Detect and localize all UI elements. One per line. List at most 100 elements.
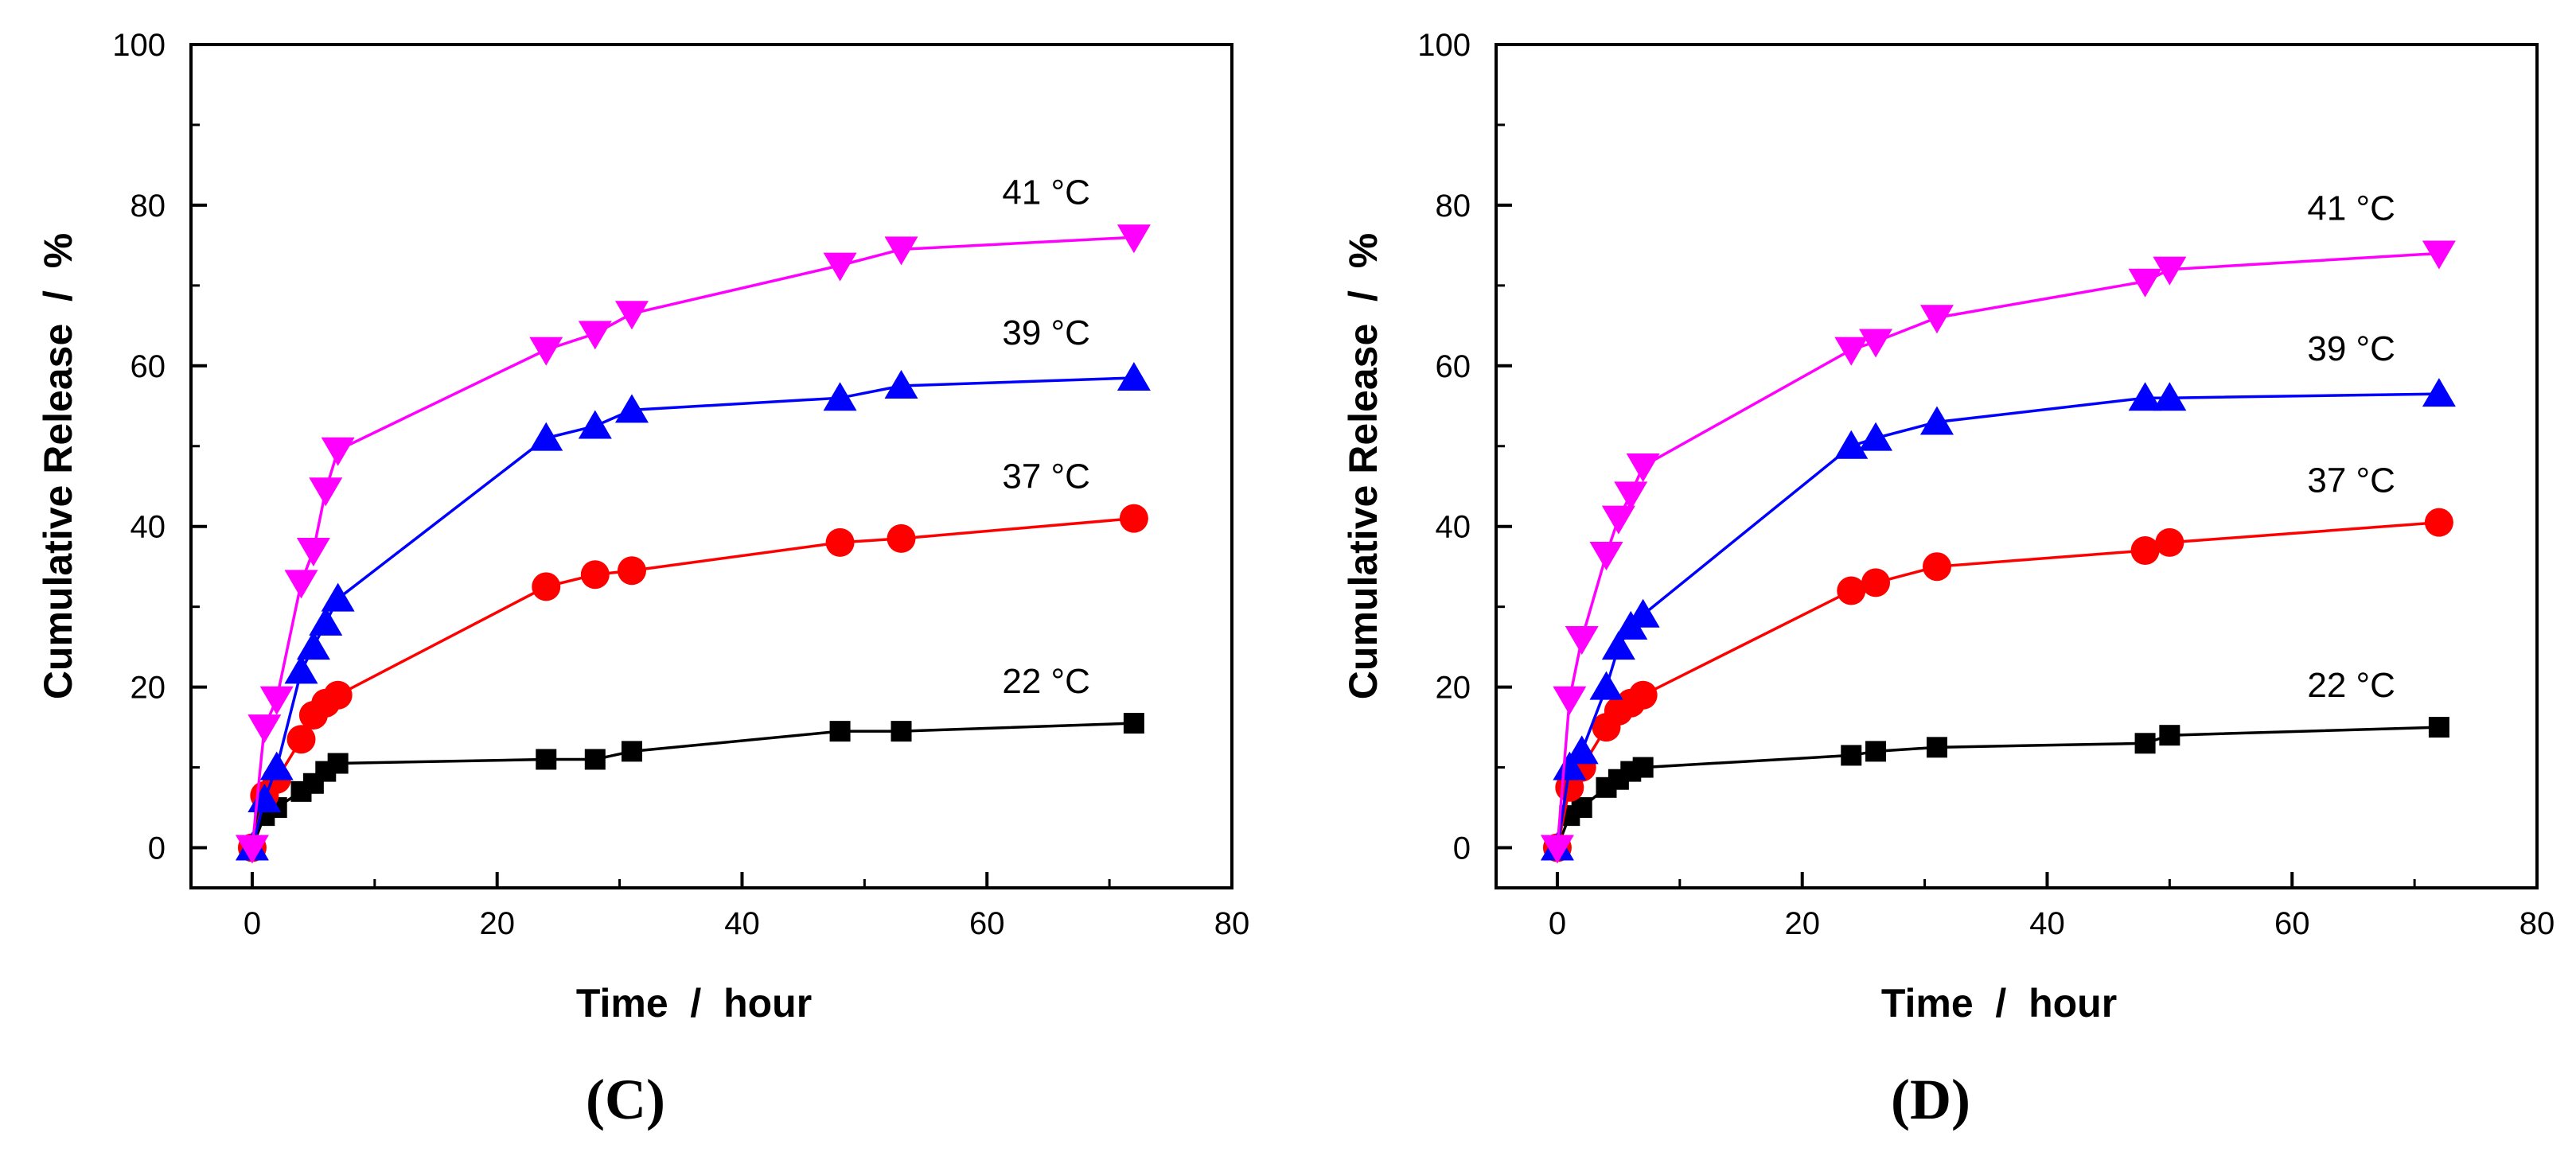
data-point xyxy=(1922,552,1951,582)
data-point xyxy=(1553,751,1587,780)
data-point xyxy=(1117,361,1151,391)
data-point xyxy=(2153,382,2187,411)
data-point xyxy=(825,527,855,557)
data-point xyxy=(2159,725,2180,746)
data-point xyxy=(1865,741,1887,762)
data-point xyxy=(823,382,857,411)
data-point xyxy=(1626,453,1660,482)
data-point xyxy=(1841,745,1862,766)
data-point xyxy=(1565,735,1599,765)
data-point xyxy=(1632,757,1654,778)
data-point xyxy=(1589,671,1623,700)
x-tick-label: 0 xyxy=(1549,906,1566,941)
data-point xyxy=(296,631,330,660)
series-41c: 41 °C xyxy=(1540,189,2456,864)
data-point xyxy=(2155,527,2184,557)
series-39c: 39 °C xyxy=(235,313,1151,861)
series-41c: 41 °C xyxy=(235,173,1151,864)
data-point xyxy=(2130,536,2160,565)
data-point xyxy=(578,321,612,350)
data-point xyxy=(321,582,355,612)
data-point xyxy=(2128,268,2162,298)
data-point xyxy=(617,556,646,586)
data-point xyxy=(887,523,916,553)
data-point xyxy=(1837,576,1866,605)
chart-panel-d: 0 20 40 60 80 0 20 40 60 80 100 Time / hour Cumulati… xyxy=(1341,28,2555,1131)
data-point xyxy=(327,753,349,774)
data-point xyxy=(323,680,353,710)
data-point xyxy=(284,570,318,599)
panel-label: (C) xyxy=(586,1068,665,1131)
data-point xyxy=(529,422,563,451)
x-tick-label: 40 xyxy=(2029,906,2065,941)
data-point xyxy=(884,370,918,399)
data-point xyxy=(259,751,294,780)
data-point xyxy=(2422,378,2456,407)
x-tick-label: 20 xyxy=(1784,906,1820,941)
data-point xyxy=(614,394,649,423)
x-tick-label: 60 xyxy=(969,906,1005,941)
data-point xyxy=(284,655,318,684)
data-point xyxy=(1834,430,1869,459)
data-point xyxy=(235,835,269,864)
data-point xyxy=(2428,717,2449,738)
data-point xyxy=(2422,240,2456,270)
data-point xyxy=(1626,598,1660,628)
y-tick-label: 80 xyxy=(1436,189,1471,224)
data-point xyxy=(2134,733,2156,754)
data-point xyxy=(247,714,282,744)
series-line xyxy=(251,376,1134,848)
y-tick-label: 100 xyxy=(112,28,166,63)
y-tick-label: 0 xyxy=(1453,831,1471,866)
data-point xyxy=(890,721,912,742)
series-label: 22 °C xyxy=(1002,662,1090,701)
data-point xyxy=(1834,337,1869,366)
data-point xyxy=(259,686,294,715)
data-point xyxy=(1919,406,1954,435)
panel-label: (D) xyxy=(1891,1068,1970,1131)
data-point xyxy=(2424,508,2453,537)
data-point xyxy=(884,236,918,266)
y-tick-label: 40 xyxy=(131,510,166,545)
data-point xyxy=(829,721,851,742)
data-point xyxy=(1859,422,1893,451)
y-tick-label: 20 xyxy=(1436,671,1471,706)
data-point xyxy=(823,252,857,282)
series-line xyxy=(1556,726,2439,849)
x-tick-label: 20 xyxy=(479,906,515,941)
y-axis-title: Cumulative Release / % xyxy=(36,233,80,699)
y-tick-label: 60 xyxy=(1436,349,1471,384)
data-point xyxy=(296,538,330,566)
data-point xyxy=(1919,305,1954,334)
data-point xyxy=(621,741,642,762)
series-label: 22 °C xyxy=(2307,666,2395,705)
data-point xyxy=(1565,626,1599,656)
y-tick-label: 100 xyxy=(1417,28,1471,63)
data-point xyxy=(286,725,316,754)
x-tick-label: 40 xyxy=(724,906,760,941)
x-tick-label: 80 xyxy=(2519,906,2555,941)
data-point xyxy=(1614,481,1648,511)
y-tick-label: 80 xyxy=(131,189,166,224)
data-point xyxy=(309,606,343,636)
data-point xyxy=(1540,835,1574,864)
y-axis-title: Cumulative Release / % xyxy=(1341,233,1385,699)
data-point xyxy=(2128,382,2162,411)
series-line xyxy=(251,722,1134,849)
data-point xyxy=(309,477,343,507)
data-point xyxy=(1123,713,1144,734)
series-22c: 22 °C xyxy=(1546,666,2449,858)
series-label: 41 °C xyxy=(1002,173,1090,212)
y-tick-label: 60 xyxy=(131,349,166,384)
data-point xyxy=(536,749,557,770)
data-point xyxy=(321,437,355,466)
series-label: 37 °C xyxy=(2307,461,2395,500)
plot-frame xyxy=(1495,43,2539,889)
x-tick-label: 0 xyxy=(244,906,261,941)
data-point xyxy=(584,749,606,770)
data-point xyxy=(1628,680,1658,710)
series-label: 39 °C xyxy=(1002,313,1090,352)
y-tick-label: 0 xyxy=(148,831,166,866)
chart-panel-c: 0 20 40 60 80 0 20 40 60 80 100 Time / hour Cumulati… xyxy=(36,28,1249,1131)
